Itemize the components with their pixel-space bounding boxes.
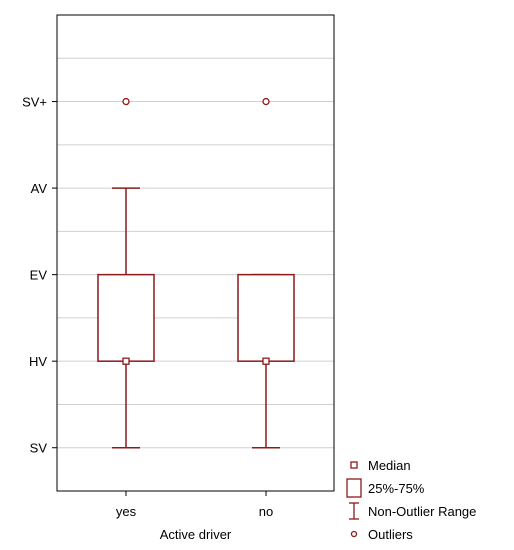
y-tick-label: HV: [29, 354, 47, 369]
plot-frame: [56, 14, 335, 492]
legend-outlier-symbol: [350, 530, 358, 538]
x-tick-label: no: [259, 504, 273, 519]
boxes: [97, 97, 295, 449]
y-tick-label: SV+: [22, 95, 47, 110]
legend: Median 25%-75% Non-Outlier Range Outliers: [346, 458, 476, 542]
outlier-point: [262, 97, 270, 106]
legend-label: Non-Outlier Range: [368, 504, 476, 519]
y-tick-label: SV: [30, 441, 48, 456]
grid-lines: [57, 14, 334, 492]
x-axis-label: Active driver: [160, 527, 232, 542]
x-axis-ticks: yes no: [116, 491, 273, 519]
median-marker: [262, 357, 270, 365]
x-tick-label: yes: [116, 504, 137, 519]
box-group-yes: [97, 97, 155, 449]
box-group-no: [237, 97, 295, 449]
median-marker: [122, 357, 130, 365]
legend-label: Outliers: [368, 527, 413, 542]
legend-label: 25%-75%: [368, 481, 425, 496]
y-axis-ticks: SV HV EV AV SV+: [22, 95, 57, 456]
legend-label: Median: [368, 458, 411, 473]
iqr-box: [237, 273, 295, 362]
legend-median-symbol: [350, 461, 358, 469]
y-tick-label: EV: [30, 268, 48, 283]
legend-box-symbol: [346, 478, 362, 498]
outlier-point: [122, 97, 130, 106]
iqr-box: [97, 273, 155, 362]
y-tick-label: AV: [31, 181, 48, 196]
